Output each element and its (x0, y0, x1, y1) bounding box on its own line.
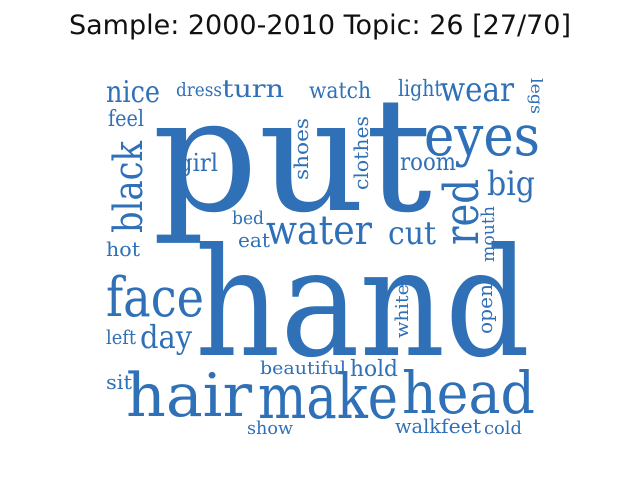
word-red: red (434, 179, 490, 245)
word-head: head (402, 359, 535, 427)
word-nice: nice (106, 75, 160, 110)
word-room: room (400, 148, 456, 176)
word-big: big (487, 164, 535, 204)
word-light: light (398, 77, 442, 102)
word-show: show (247, 418, 294, 439)
word-sit: sit (106, 370, 132, 394)
word-water: water (266, 208, 373, 254)
word-clothes: clothes (349, 116, 373, 190)
word-mouth: mouth (478, 206, 499, 262)
word-beautiful: beautiful (260, 358, 346, 379)
word-face: face (106, 266, 204, 329)
word-black: black (106, 140, 152, 233)
word-walk: walk (395, 414, 442, 438)
word-dress: dress (176, 79, 222, 101)
word-hot: hot (106, 237, 140, 261)
word-cut: cut (388, 214, 436, 252)
word-bed: bed (232, 208, 264, 229)
word-eat: eat (238, 228, 270, 252)
word-turn: turn (222, 75, 284, 103)
word-hold: hold (350, 357, 398, 382)
word-feet: feet (441, 414, 481, 438)
word-shoes: shoes (289, 118, 313, 180)
word-open: open (473, 284, 497, 334)
word-feel: feel (108, 107, 144, 132)
word-make: make (258, 360, 398, 433)
word-hand: hand (195, 217, 530, 391)
word-day: day (140, 318, 192, 356)
figure-title: Sample: 2000-2010 Topic: 26 [27/70] (68, 10, 572, 41)
word-cold: cold (484, 418, 522, 439)
word-girl: girl (178, 149, 218, 177)
word-white: white (392, 284, 413, 338)
word-wear: wear (440, 70, 515, 110)
word-put: put (152, 64, 432, 248)
word-left: left (106, 325, 136, 349)
word-eyes: eyes (424, 104, 540, 169)
word-watch: watch (309, 79, 371, 104)
word-legs: legs (527, 78, 546, 114)
word-hair: hair (126, 361, 252, 431)
